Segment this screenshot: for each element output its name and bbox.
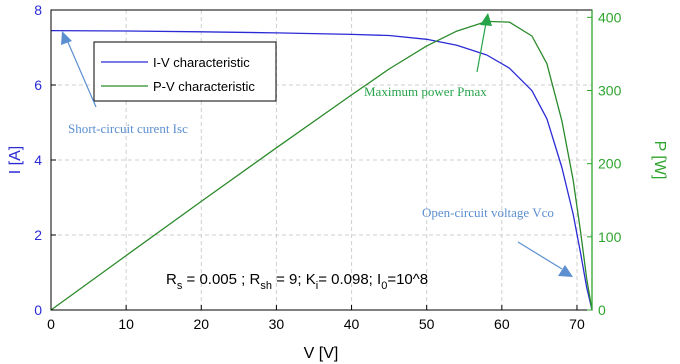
ki-symbol: K xyxy=(306,271,316,288)
y-left-tick-label: 8 xyxy=(34,2,42,18)
i0-value: =10^8 xyxy=(387,271,428,288)
x-tick-label: 50 xyxy=(419,316,435,332)
i0-symbol: I xyxy=(377,271,381,288)
y-left-tick-label: 4 xyxy=(34,152,42,168)
x-tick-label: 0 xyxy=(47,316,55,332)
voc-arrow-line xyxy=(517,241,563,270)
y-right-tick-label: 100 xyxy=(598,229,622,245)
x-tick-label: 60 xyxy=(494,316,510,332)
series-line-iv xyxy=(50,29,593,311)
i0-subscript: 0 xyxy=(381,280,387,292)
legend-label-iv: I-V characteristic xyxy=(153,55,250,70)
y-left-tick-label: 0 xyxy=(34,302,42,318)
y-right-tick-label: 200 xyxy=(598,156,622,172)
y-right-axis-label: P [W] xyxy=(651,141,668,180)
y-axis-right: 0 100 200 300 400 xyxy=(587,9,622,318)
legend-box xyxy=(93,41,277,102)
y-left-axis-label: I [A] xyxy=(7,146,24,174)
x-tick-label: 30 xyxy=(269,316,285,332)
pmax-arrow-line xyxy=(476,22,487,73)
voc-arrow-head xyxy=(558,265,573,277)
params-text: Rs = 0.005 ; Rsh = 9; Ki= 0.098; I0=10^8 xyxy=(166,271,428,292)
x-tick-label: 10 xyxy=(118,316,134,332)
x-tick-label: 20 xyxy=(193,316,209,332)
rsh-symbol: R xyxy=(249,271,260,288)
rsh-value: = 9; xyxy=(272,271,306,288)
x-tick-label: 40 xyxy=(344,316,360,332)
rs-value: = 0.005 ; xyxy=(182,271,249,288)
rs-subscript: s xyxy=(177,280,183,292)
rs-symbol: R xyxy=(166,271,177,288)
x-tick-label: 70 xyxy=(569,316,585,332)
isc-arrow-line xyxy=(66,39,97,108)
legend-label-pv: P-V characteristic xyxy=(153,79,255,94)
pmax-annotation: Maximum power Pmax xyxy=(364,84,487,99)
grid xyxy=(51,10,592,310)
y-axis-left: 0 2 4 6 8 xyxy=(34,2,56,318)
y-left-tick-label: 2 xyxy=(34,227,42,243)
rsh-subscript: sh xyxy=(260,280,272,292)
ki-subscript: i xyxy=(316,280,318,292)
isc-annotation: Short-circuit curent Isc xyxy=(68,121,188,136)
x-axis-label: V [V] xyxy=(304,345,339,362)
y-right-tick-label: 0 xyxy=(598,302,606,318)
y-right-tick-label: 400 xyxy=(598,9,622,25)
y-left-tick-label: 6 xyxy=(34,77,42,93)
annotation-arrows xyxy=(61,13,573,277)
x-axis: 0 10 20 30 40 50 60 70 xyxy=(47,305,585,332)
pmax-arrow-head xyxy=(480,13,492,26)
ki-value: = 0.098; xyxy=(318,271,377,288)
isc-arrow-head xyxy=(61,31,72,45)
y-right-tick-label: 300 xyxy=(598,82,622,98)
legend: I-V characteristic P-V characteristic xyxy=(93,41,277,102)
voc-annotation: Open-circuit voltage Vco xyxy=(422,205,554,220)
